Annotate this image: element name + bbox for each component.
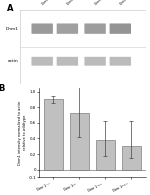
Text: B: B (0, 84, 5, 93)
FancyBboxPatch shape (84, 57, 106, 66)
FancyBboxPatch shape (110, 23, 131, 34)
Text: Dnm1$^{Pa/Pa}$: Dnm1$^{Pa/Pa}$ (118, 0, 134, 8)
FancyBboxPatch shape (32, 23, 53, 34)
Text: A: A (7, 4, 13, 13)
Text: Dnm1: Dnm1 (5, 27, 18, 31)
Bar (44, 99, 63, 170)
Bar (96, 140, 115, 170)
Text: Dnm1$^{P/P}$: Dnm1$^{P/P}$ (65, 0, 80, 8)
FancyBboxPatch shape (57, 57, 78, 66)
FancyBboxPatch shape (84, 23, 106, 34)
FancyBboxPatch shape (110, 57, 131, 66)
FancyBboxPatch shape (32, 57, 53, 66)
FancyBboxPatch shape (57, 23, 78, 34)
Y-axis label: Dnm1 intensity normalized to actin
relative to wildtype: Dnm1 intensity normalized to actin relat… (18, 101, 27, 165)
Bar (122, 146, 141, 170)
Text: actin: actin (8, 59, 18, 63)
Bar (70, 113, 89, 170)
Text: Dnm1$^{+/+}$: Dnm1$^{+/+}$ (40, 0, 55, 8)
Text: Dnm1$^{+/Pa}$: Dnm1$^{+/Pa}$ (93, 0, 108, 8)
